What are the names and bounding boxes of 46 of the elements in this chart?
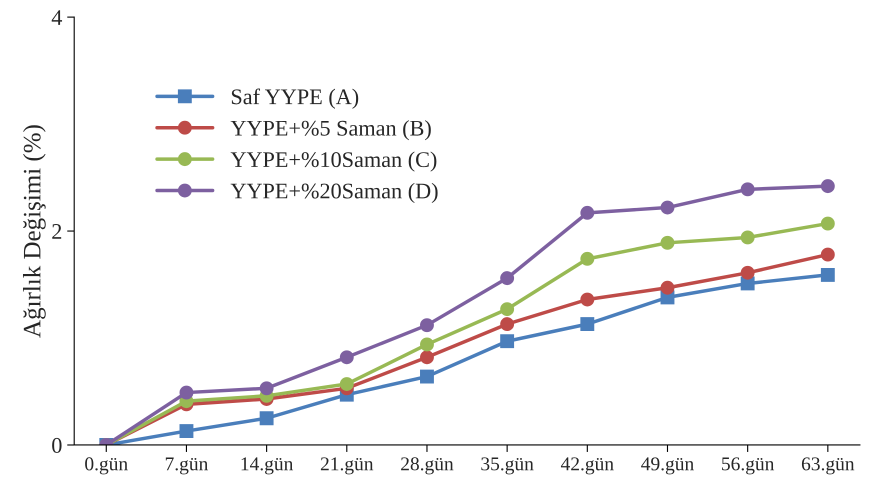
- point: [500, 334, 514, 348]
- point: [420, 337, 434, 352]
- x-tick-label: 0.gün: [85, 457, 128, 474]
- x-tick-label: 35.gün: [481, 457, 534, 474]
- point: [740, 182, 755, 196]
- point: [500, 317, 514, 332]
- point: [180, 424, 194, 438]
- point: [580, 206, 594, 220]
- x-tick-label: 7.gün: [166, 458, 208, 474]
- point: [580, 292, 594, 306]
- point: [340, 377, 354, 391]
- point: [820, 248, 835, 262]
- point: [260, 381, 274, 396]
- y-tick-label: 0: [52, 438, 62, 453]
- point: [580, 317, 594, 332]
- point: [660, 200, 674, 214]
- point: [340, 350, 354, 364]
- point: [500, 271, 514, 286]
- point: [500, 302, 514, 316]
- point: [580, 252, 594, 266]
- x-tick-label: 21.gün: [320, 457, 374, 474]
- point: [260, 411, 274, 426]
- point: [420, 350, 434, 364]
- x-tick-label: 56.gün: [722, 457, 774, 474]
- point: [420, 370, 434, 384]
- x-tick-label: 14.gün: [242, 457, 294, 474]
- point: [740, 266, 755, 280]
- point: [660, 236, 674, 250]
- point: [820, 216, 835, 231]
- point: [660, 280, 674, 295]
- point: [740, 230, 755, 244]
- legend-label: Saf YYPE (A): [232, 88, 358, 109]
- x-tick-label: 28.gün: [401, 457, 454, 474]
- legend-label: YYPE+%20Saman (D): [230, 182, 438, 204]
- y-tick-label: 2: [52, 224, 62, 239]
- point: [180, 386, 194, 400]
- point: [420, 318, 434, 332]
- x-tick-label: 42.gün: [560, 457, 614, 474]
- point: [820, 268, 835, 282]
- point: [820, 179, 835, 194]
- legend-label: YYPE+%5 Saman (B): [230, 120, 431, 140]
- x-tick-label: 63.gün: [802, 457, 854, 474]
- y-axis-title: Ağırlık Değişimi (%): [22, 125, 46, 338]
- y-tick-label: 4: [52, 10, 62, 25]
- x-tick-label: 49.gün: [641, 457, 694, 474]
- legend-label: YYPE+%10Saman (C): [230, 151, 436, 172]
